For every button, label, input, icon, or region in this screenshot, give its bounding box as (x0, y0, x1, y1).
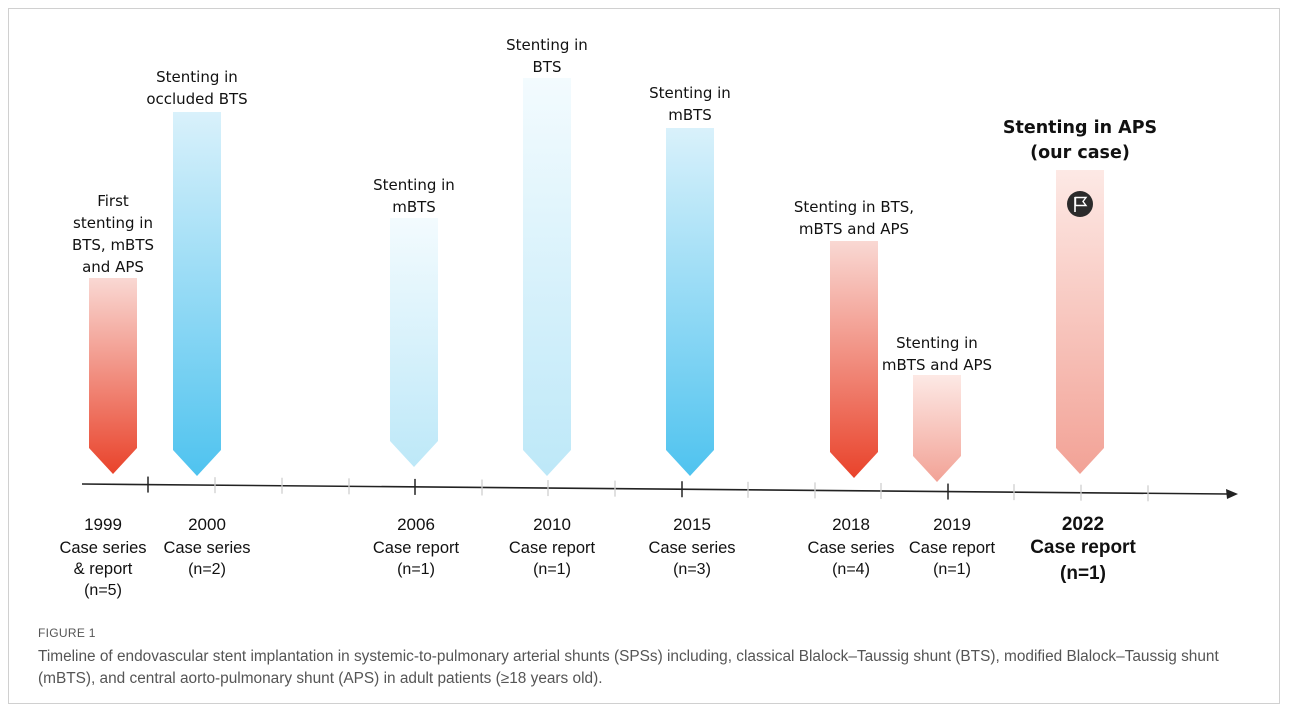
timeline-diagram: First stenting in BTS, mBTS and APS 1999 Case… (59, 36, 1238, 599)
year-label-2022: 2022 (1062, 514, 1104, 535)
event-label-2022: Stenting in APS (our case) (1003, 118, 1157, 163)
timeline-arrow-2010 (523, 78, 571, 476)
timeline-arrow-2018 (830, 241, 878, 478)
study-type-2010: Case report (509, 539, 596, 557)
sample-size-2019: (n=1) (933, 561, 971, 578)
event-label-2018: Stenting in BTS, mBTS and APS (794, 198, 914, 238)
event-label-2006: Stenting in mBTS (373, 176, 455, 216)
flag-icon (1067, 191, 1093, 217)
sample-size-2022: (n=1) (1060, 563, 1106, 584)
figure-caption: Timeline of endovascular stent implantat… (38, 648, 1219, 687)
sample-size-1999: (n=5) (84, 582, 122, 599)
event-label-2015: Stenting in mBTS (649, 84, 731, 124)
event-label-2010: Stenting in BTS (506, 36, 588, 76)
timeline-arrow-2022 (1056, 170, 1104, 474)
event-label-2019: Stenting in mBTS and APS (882, 334, 992, 374)
study-type-1999: Case series & report (59, 539, 146, 578)
year-label-2019: 2019 (933, 515, 971, 534)
axis-arrowhead (1226, 489, 1238, 499)
year-label-2018: 2018 (832, 515, 870, 534)
sample-size-2018: (n=4) (832, 561, 870, 578)
timeline-arrow-2015 (666, 128, 714, 476)
study-type-2006: Case report (373, 539, 460, 557)
year-label-2010: 2010 (533, 515, 571, 534)
timeline-arrow-2019 (913, 375, 961, 482)
sample-size-2006: (n=1) (397, 561, 435, 578)
figure-label: FIGURE 1 (38, 626, 96, 640)
year-label-2000: 2000 (188, 515, 226, 534)
year-label-2006: 2006 (397, 515, 435, 534)
study-type-2018: Case series (807, 539, 894, 557)
timeline-arrow-2000 (173, 112, 221, 476)
study-type-2022: Case report (1030, 537, 1136, 558)
year-label-2015: 2015 (673, 515, 711, 534)
sample-size-2000: (n=2) (188, 561, 226, 578)
timeline-axis (81, 483, 1229, 495)
timeline-arrow-2006 (390, 218, 438, 467)
study-type-2015: Case series (648, 539, 735, 557)
sample-size-2015: (n=3) (673, 561, 711, 578)
study-type-2019: Case report (909, 539, 996, 557)
year-label-1999: 1999 (84, 515, 122, 534)
event-label-2000: Stenting in occluded BTS (146, 68, 247, 108)
timeline-arrow-1999 (89, 278, 137, 474)
sample-size-2010: (n=1) (533, 561, 571, 578)
event-label-1999: First stenting in BTS, mBTS and APS (72, 192, 154, 276)
figure-frame (8, 8, 1280, 704)
study-type-2000: Case series (163, 539, 250, 557)
